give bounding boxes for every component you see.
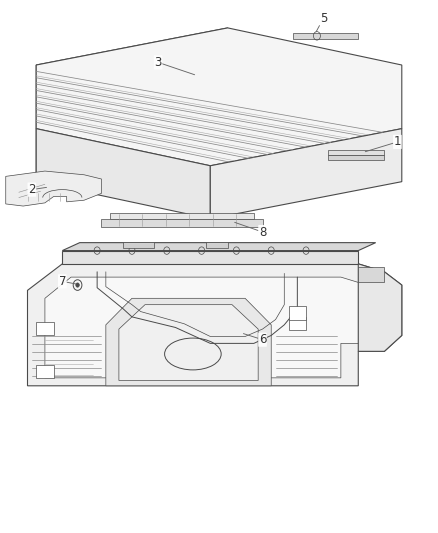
FancyBboxPatch shape [206,241,228,248]
Polygon shape [110,214,254,219]
Polygon shape [36,28,228,182]
Polygon shape [62,251,358,264]
Text: 2: 2 [28,183,46,196]
Text: 5: 5 [316,12,327,32]
Circle shape [76,283,79,287]
FancyBboxPatch shape [123,241,154,248]
FancyBboxPatch shape [36,322,53,335]
Polygon shape [36,28,402,166]
Polygon shape [328,155,385,160]
Polygon shape [36,128,210,219]
Polygon shape [102,219,262,227]
FancyBboxPatch shape [36,365,53,378]
FancyBboxPatch shape [289,317,306,330]
Polygon shape [210,128,402,219]
Text: 1: 1 [365,135,401,152]
Polygon shape [328,150,385,155]
Polygon shape [358,264,402,351]
Polygon shape [106,298,271,386]
Polygon shape [45,277,380,378]
Text: 8: 8 [235,222,266,239]
Text: 6: 6 [244,333,266,346]
Polygon shape [6,171,102,206]
Text: 3: 3 [154,56,194,75]
Polygon shape [119,305,258,381]
Polygon shape [28,264,402,386]
Polygon shape [62,243,376,251]
FancyBboxPatch shape [358,266,385,282]
Polygon shape [293,33,358,38]
Text: 7: 7 [59,275,76,288]
FancyBboxPatch shape [289,306,306,319]
